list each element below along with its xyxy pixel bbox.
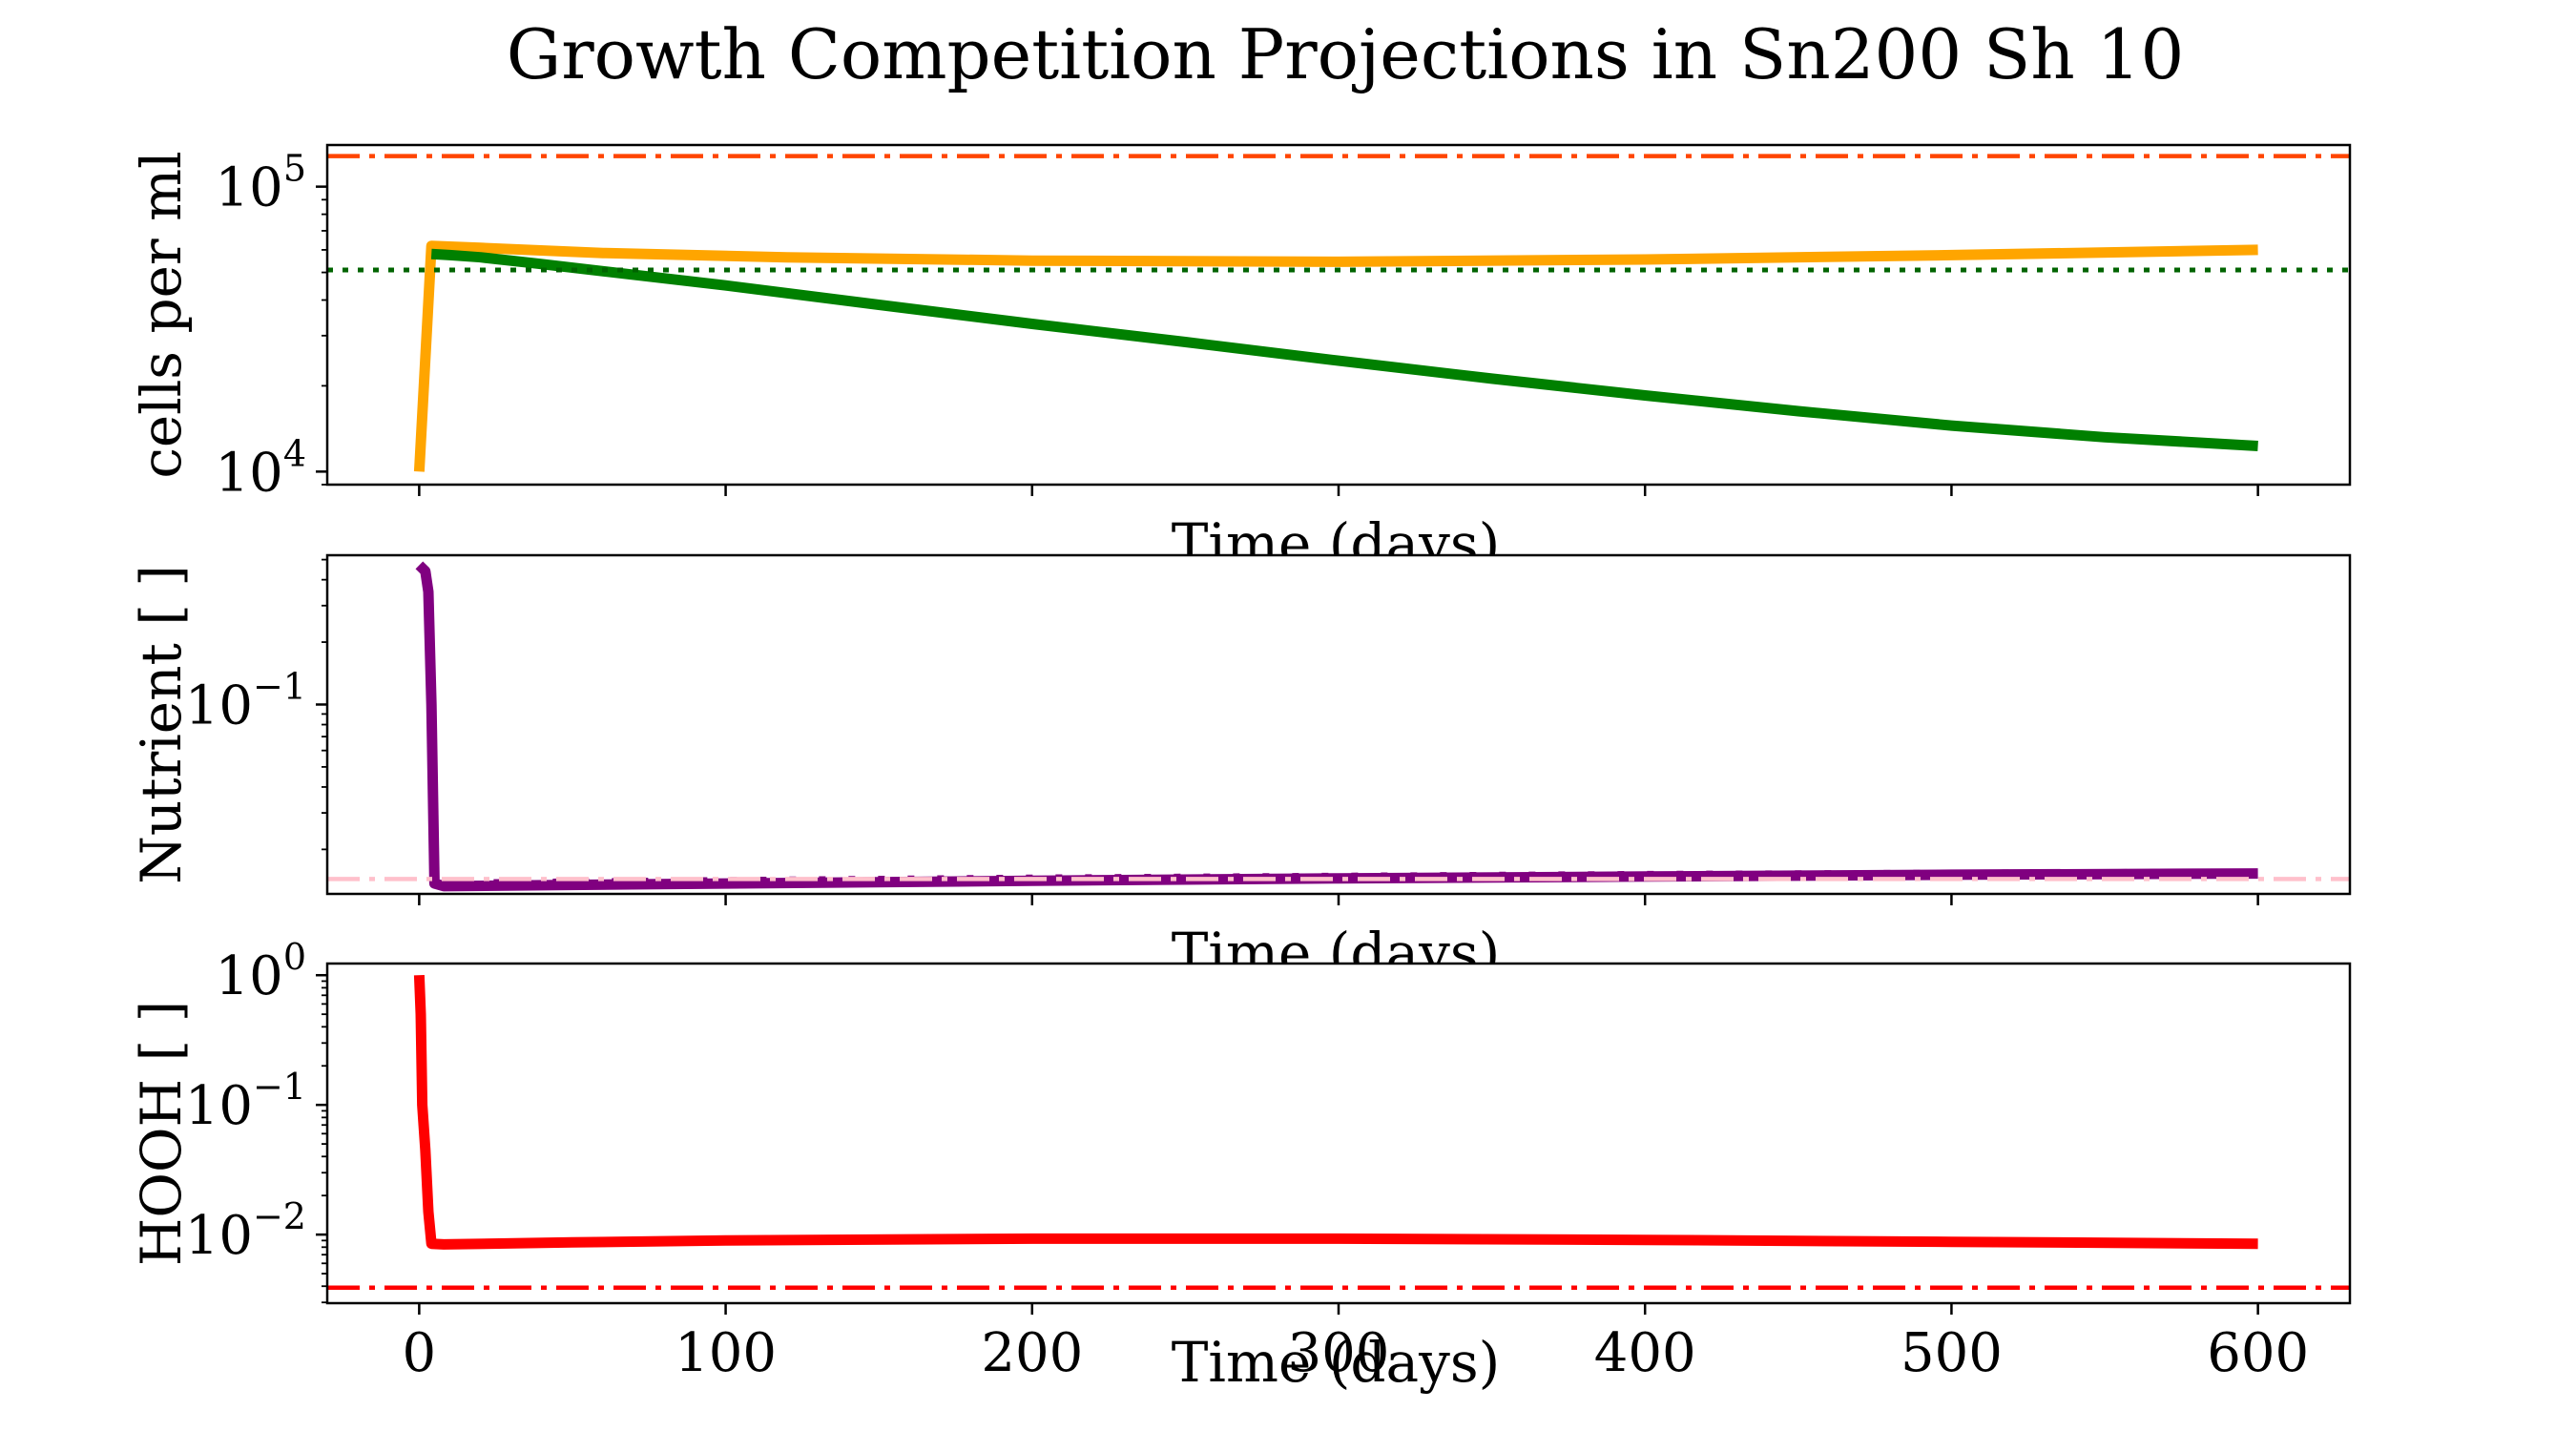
cells-series-1-line <box>430 248 2258 451</box>
hooh-series-group <box>327 974 2350 1290</box>
hooh-x-axis-label: Time (days) <box>1172 1330 1501 1395</box>
hooh-x-tick-label: 300 <box>1288 1322 1390 1384</box>
nutrient-y-tick-label: 10−1 <box>185 665 306 736</box>
hooh-y-tick-label: 100 <box>216 936 306 1007</box>
nutrient-plot-area <box>327 555 2350 894</box>
hooh-x-tick-label: 500 <box>1901 1322 2003 1384</box>
hooh-y-tick-label: 10−2 <box>185 1195 306 1267</box>
cells-series-group <box>327 154 2350 472</box>
figure-title: Growth Competition Projections in Sn200 … <box>507 14 2185 94</box>
hooh-panel: Time (days) 0 100 200 300 400 500 600 100 10−1 10−… <box>129 936 2352 1395</box>
cells-series-0-line <box>413 240 2258 472</box>
nutrient-y-axis-label: Nutrient [ ] <box>129 565 194 884</box>
hooh-x-tick-label: 600 <box>2207 1322 2309 1384</box>
hooh-x-tick-label: 0 <box>403 1322 437 1384</box>
hooh-plot-area <box>327 964 2350 1303</box>
hooh-y-axis-label: HOOH [ ] <box>129 1001 194 1266</box>
hooh-y-tick-label: 10−1 <box>185 1066 306 1137</box>
hooh-series-0-line <box>413 974 2258 1250</box>
cells-y-axis-label: cells per ml <box>129 151 194 478</box>
hooh-x-tick-label: 100 <box>675 1322 777 1384</box>
cells-y-tick-label: 105 <box>216 148 306 219</box>
nutrient-series-group <box>327 561 2350 892</box>
cells-y-tick-label: 104 <box>216 432 306 504</box>
hooh-x-tick-label: 400 <box>1594 1322 1696 1384</box>
hooh-x-tick-label: 200 <box>981 1322 1083 1384</box>
